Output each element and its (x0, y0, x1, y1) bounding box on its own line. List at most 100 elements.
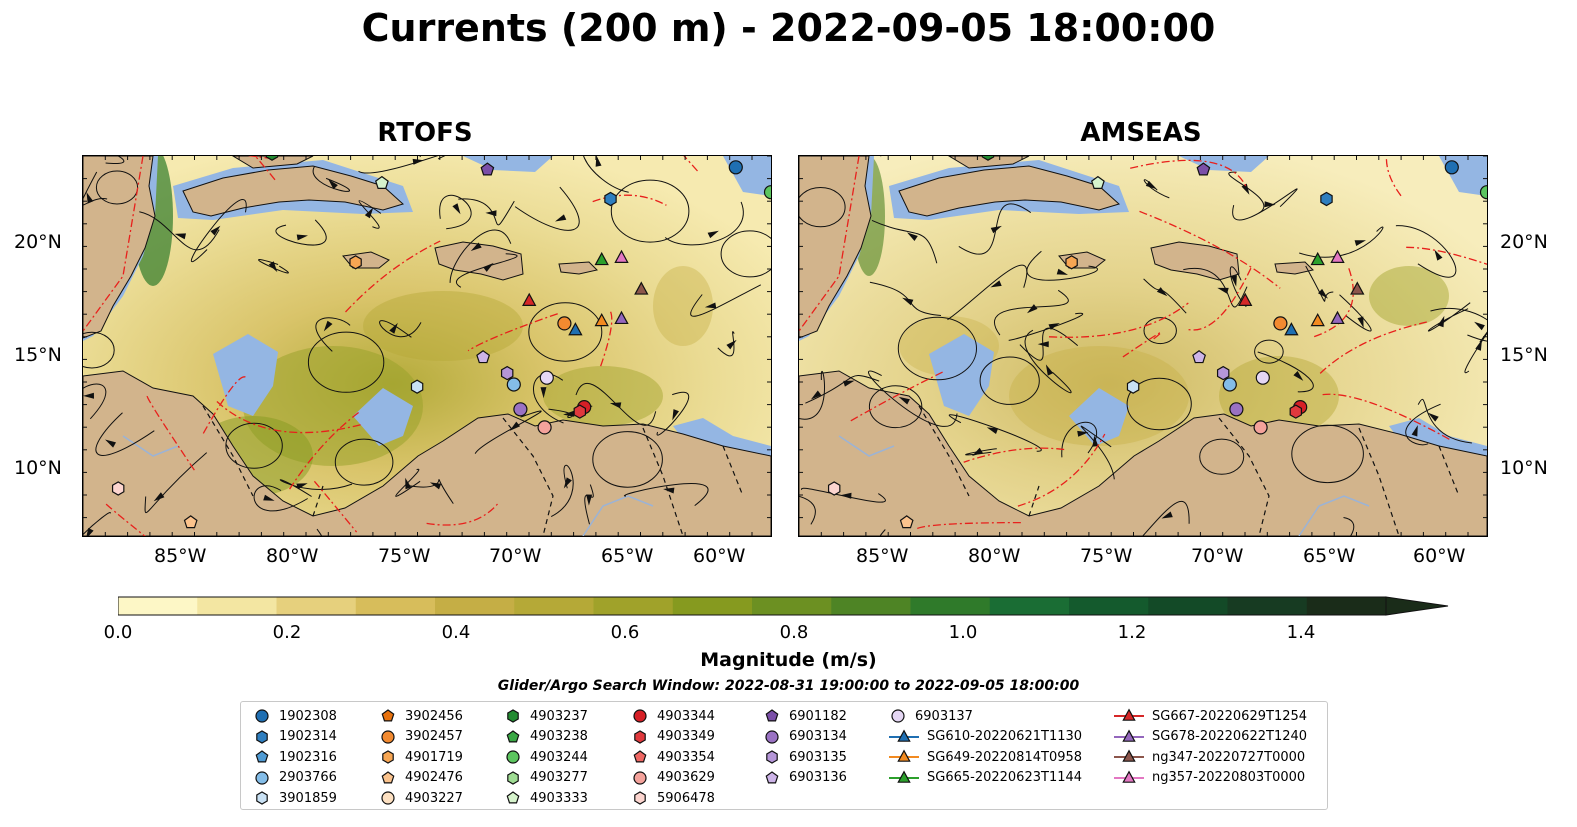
colorbar-segment (910, 597, 991, 615)
legend-item-1902314: 1902314 (253, 727, 337, 747)
legend-item-4903237: 4903237 (504, 706, 588, 726)
colorbar-segment (1227, 597, 1308, 615)
map-marker-ng357-20220803T0000 (1330, 249, 1345, 263)
legend-label: 4903227 (405, 790, 463, 806)
map-marker-6903137 (1255, 370, 1270, 385)
legend-label: 1902316 (279, 749, 337, 765)
legend-label: 5906478 (657, 790, 715, 806)
colorbar-tick: 1.2 (1117, 622, 1147, 643)
lon-label-75w-right: 75°W (1080, 545, 1133, 567)
legend-label: 6903137 (915, 708, 973, 724)
legend-label: 6903136 (789, 770, 847, 785)
map-marker-3901859 (410, 379, 424, 394)
map-marker-SG665-20220623T1144 (594, 251, 609, 266)
map-marker-5906478 (111, 481, 125, 496)
legend-marker (255, 709, 269, 723)
lon-label-85w-left: 85°W (154, 545, 207, 567)
legend-item-4903238: 4903238 (504, 727, 588, 747)
colorbar-segment (989, 597, 1070, 615)
map-marker-3902457 (1273, 316, 1288, 331)
lat-label-20n-left: 20°N (14, 231, 62, 253)
legend-label: 4903237 (530, 708, 588, 724)
lat-label-10n-right: 10°N (1500, 457, 1548, 479)
legend-item-SG649-20220814T0958: SG649-20220814T0958 (889, 747, 1082, 767)
map-marker-5906478 (827, 481, 841, 496)
legend-item-3902456: 3902456 (379, 706, 463, 726)
legend-item-2903766: 2903766 (253, 768, 337, 788)
colorbar-tick: 1.4 (1286, 622, 1316, 643)
legend-item-4903629: 4903629 (631, 768, 715, 788)
map-marker-4903349 (1289, 404, 1303, 419)
map-marker-SG678-20220622T1240 (614, 310, 629, 325)
map-marker-4903237 (981, 156, 995, 161)
map-marker-6903134 (513, 402, 528, 417)
legend-label: SG678-20220622T1240 (1152, 729, 1308, 744)
legend-item-4902476: 4902476 (379, 768, 463, 788)
map-marker-SG667-20220629T1254 (1238, 292, 1253, 306)
map-marker-1902308 (1444, 160, 1459, 175)
lon-label-60w-right: 60°W (1413, 545, 1466, 567)
legend-marker (633, 770, 647, 785)
legend-label: 4903238 (530, 729, 588, 744)
map-marker-6903136 (1192, 350, 1206, 364)
legend-item-4903344: 4903344 (631, 706, 715, 726)
map-marker-SG610-20220621T1130 (1284, 322, 1299, 336)
legend-label: SG649-20220814T0958 (927, 749, 1083, 765)
colorbar-segment (197, 597, 277, 615)
legend-marker (506, 791, 520, 804)
map-marker-ng357-20220803T0000 (614, 249, 629, 263)
map-marker-4902476 (899, 515, 914, 529)
map-marker-ng347-20220727T0000 (1350, 281, 1365, 295)
legend-item-3902457: 3902457 (379, 727, 463, 747)
map-marker-4903629 (1253, 420, 1268, 435)
map-marker-4903333 (375, 175, 389, 189)
legend-item-6901182: 6901182 (763, 706, 847, 726)
legend-label: 4903333 (530, 790, 588, 806)
legend-label: 4902476 (405, 770, 463, 785)
legend-marker (381, 709, 395, 722)
legend-marker (889, 749, 919, 762)
legend-label: 1902308 (279, 708, 337, 724)
map-marker-1902314 (604, 191, 617, 207)
map-marker-3901859 (1126, 379, 1140, 394)
map-marker-2903766 (1222, 377, 1237, 392)
map-marker-4902476 (183, 515, 198, 529)
legend-marker (633, 750, 647, 763)
legend-item-4901719: 4901719 (379, 747, 463, 767)
map-marker-4903349 (573, 404, 587, 419)
colorbar-segment (752, 597, 832, 615)
panel-title-amseas: AMSEAS (1080, 118, 1202, 148)
legend-marker (766, 750, 778, 764)
legend-item-6903137: 6903137 (889, 706, 973, 726)
colorbar-graphic (117, 596, 1449, 616)
legend-label: 4903277 (530, 770, 588, 785)
legend-item-4903244: 4903244 (504, 747, 588, 767)
legend-marker (1114, 769, 1144, 783)
lon-label-70w-right: 70°W (1191, 545, 1244, 567)
legend-item-ng357-20220803T0000: ng357-20220803T0000 (1114, 768, 1305, 788)
legend-marker (381, 729, 395, 744)
legend-marker (255, 750, 269, 763)
legend-marker (256, 791, 268, 805)
legend-marker (507, 770, 519, 785)
colorbar-tick: 0.8 (779, 622, 809, 643)
legend-label: SG667-20220629T1254 (1152, 708, 1308, 724)
lon-label-60w-left: 60°W (693, 545, 746, 567)
lon-label-70w-left: 70°W (489, 545, 542, 567)
legend-marker (382, 750, 394, 764)
colorbar-tick: 0.6 (610, 622, 640, 643)
legend-item-SG678-20220622T1240: SG678-20220622T1240 (1114, 727, 1307, 747)
figure-title: Currents (200 m) - 2022-09-05 18:00:00 (361, 6, 1216, 50)
map-marker-2903766 (506, 377, 521, 392)
map-marker-4903244 (763, 185, 771, 200)
map-marker-SG649-20220814T0958 (594, 313, 609, 327)
legend-marker (634, 791, 646, 805)
legend-item-4903277: 4903277 (504, 768, 588, 788)
lon-label-65w-right: 65°W (1303, 545, 1356, 567)
legend-item-1902308: 1902308 (253, 706, 337, 726)
colorbar-segment (276, 597, 357, 615)
map-marker-1902308 (728, 160, 743, 175)
legend-marker (506, 729, 520, 742)
legend-item-3901859: 3901859 (253, 788, 337, 808)
colorbar-tick: 0.0 (103, 622, 133, 643)
